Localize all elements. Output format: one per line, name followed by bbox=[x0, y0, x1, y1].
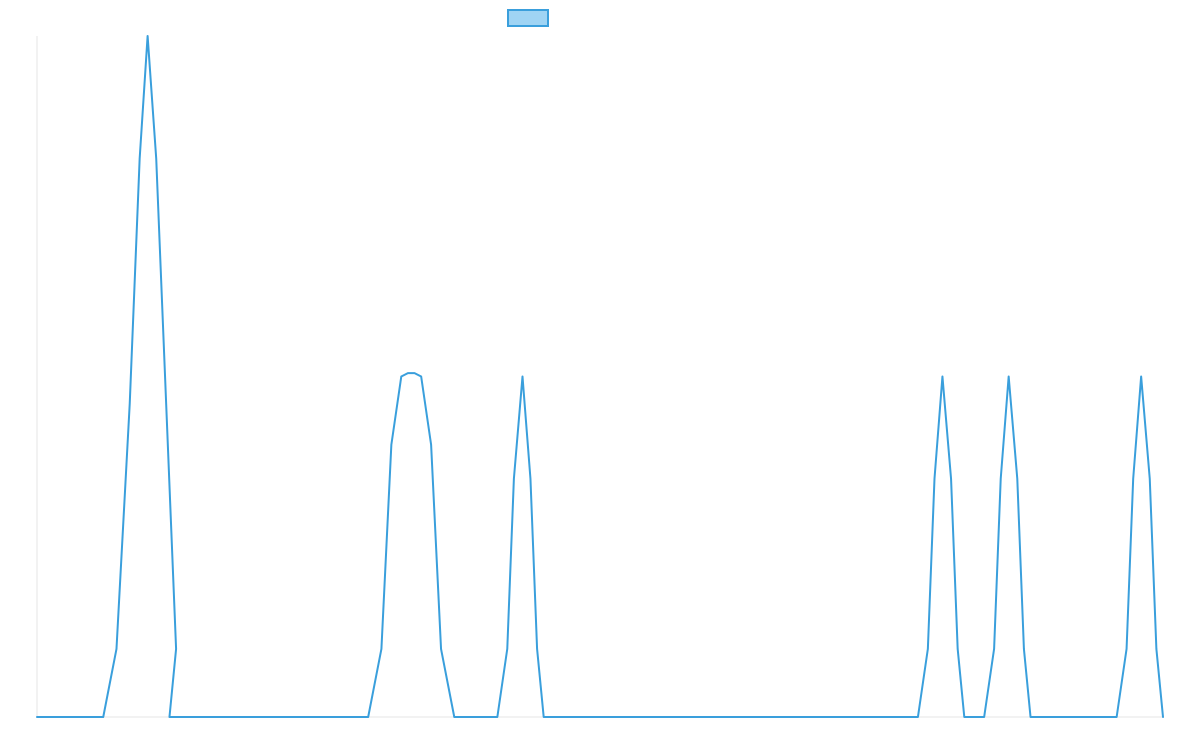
data-point[interactable] bbox=[1021, 646, 1027, 652]
data-point[interactable] bbox=[34, 714, 40, 720]
axes bbox=[36, 36, 1163, 718]
data-point[interactable] bbox=[1138, 374, 1144, 380]
data-point[interactable] bbox=[299, 714, 305, 720]
data-point[interactable] bbox=[405, 370, 411, 376]
data-point[interactable] bbox=[100, 714, 106, 720]
data-point[interactable] bbox=[915, 714, 921, 720]
data-point[interactable] bbox=[388, 442, 394, 448]
data-point[interactable] bbox=[365, 714, 371, 720]
legend bbox=[507, 9, 549, 27]
data-point[interactable] bbox=[991, 646, 997, 652]
data-point[interactable] bbox=[1160, 714, 1166, 720]
data-point[interactable] bbox=[939, 374, 945, 380]
data-point[interactable] bbox=[520, 374, 526, 380]
data-point[interactable] bbox=[451, 714, 457, 720]
data-point[interactable] bbox=[961, 714, 967, 720]
data-point[interactable] bbox=[127, 401, 133, 407]
data-point[interactable] bbox=[504, 646, 510, 652]
data-point[interactable] bbox=[137, 156, 143, 162]
data-point[interactable] bbox=[418, 374, 424, 380]
data-point[interactable] bbox=[948, 476, 954, 482]
data-point[interactable] bbox=[1130, 476, 1136, 482]
legend-swatch[interactable] bbox=[507, 9, 549, 27]
data-point[interactable] bbox=[163, 401, 169, 407]
data-point[interactable] bbox=[1028, 714, 1034, 720]
data-point[interactable] bbox=[955, 646, 961, 652]
data-point[interactable] bbox=[145, 33, 151, 39]
series-line-0[interactable] bbox=[36, 35, 1164, 718]
data-point[interactable] bbox=[412, 370, 418, 376]
data-point[interactable] bbox=[981, 714, 987, 720]
data-point[interactable] bbox=[511, 476, 517, 482]
data-point[interactable] bbox=[925, 646, 931, 652]
data-point[interactable] bbox=[1147, 476, 1153, 482]
data-point[interactable] bbox=[1006, 374, 1012, 380]
data-point[interactable] bbox=[428, 442, 434, 448]
data-point[interactable] bbox=[166, 714, 172, 720]
data-point[interactable] bbox=[1014, 476, 1020, 482]
data-point[interactable] bbox=[153, 156, 159, 162]
data-point[interactable] bbox=[534, 646, 540, 652]
data-point[interactable] bbox=[494, 714, 500, 720]
data-point[interactable] bbox=[1124, 646, 1130, 652]
data-point[interactable] bbox=[233, 714, 239, 720]
data-point[interactable] bbox=[931, 476, 937, 482]
data-point[interactable] bbox=[113, 646, 119, 652]
data-point[interactable] bbox=[378, 646, 384, 652]
data-point[interactable] bbox=[564, 714, 570, 720]
data-point[interactable] bbox=[1114, 714, 1120, 720]
data-point[interactable] bbox=[630, 714, 636, 720]
data-point[interactable] bbox=[696, 714, 702, 720]
data-point[interactable] bbox=[1153, 646, 1159, 652]
data-point[interactable] bbox=[438, 646, 444, 652]
data-point[interactable] bbox=[398, 374, 404, 380]
data-point[interactable] bbox=[829, 714, 835, 720]
data-point[interactable] bbox=[173, 646, 179, 652]
data-point[interactable] bbox=[541, 714, 547, 720]
series-group bbox=[34, 33, 1166, 720]
data-point[interactable] bbox=[527, 476, 533, 482]
data-point[interactable] bbox=[763, 714, 769, 720]
data-point[interactable] bbox=[998, 476, 1004, 482]
